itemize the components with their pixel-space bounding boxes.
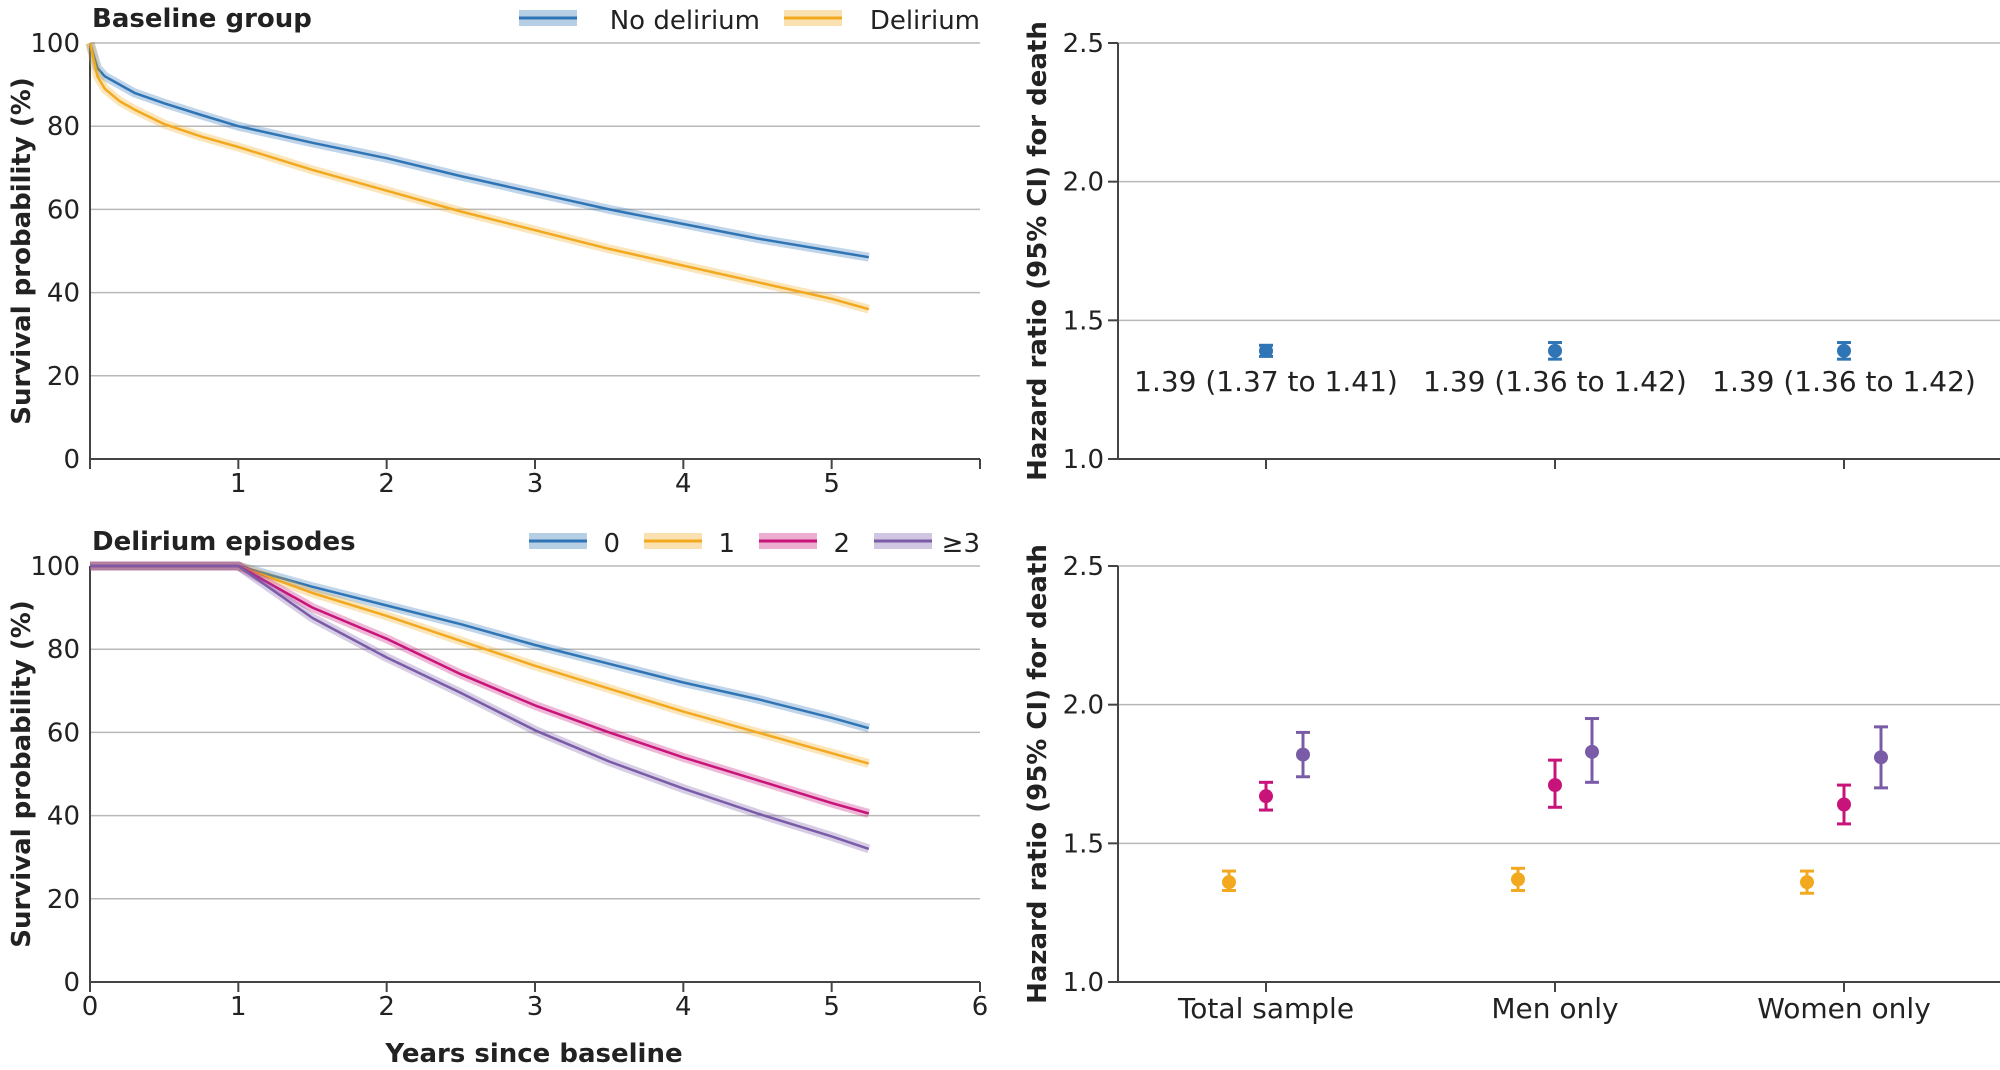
point-estimate [1511, 872, 1525, 887]
category-label: Women only [1757, 992, 1931, 1025]
category-label: Men only [1491, 992, 1618, 1025]
y-tick-label: 1.5 [1063, 829, 1104, 859]
series-line-Delirium [88, 42, 870, 311]
point-estimate [1837, 797, 1851, 812]
y-tick-label: 2.0 [1063, 691, 1104, 721]
x-tick-label: 1 [230, 992, 247, 1022]
series-ci-band-No delirium [85, 41, 870, 262]
hr-baseline-panel: 1.0 1.5 2.0 2.5 Hazard ratio (95% CI) for de… [1023, 21, 2000, 481]
y-tick-label: 80 [47, 635, 80, 665]
point-estimate [1800, 875, 1814, 890]
series-line-≥3 [90, 564, 870, 851]
y-tick-label: 40 [47, 279, 80, 309]
x-tick-label: 0 [82, 992, 99, 1022]
hr-value-label: 1.39 (1.36 to 1.42) [1423, 365, 1687, 398]
series-line-2 [90, 564, 870, 815]
y-axis-label: Hazard ratio (95% CI) for death [1023, 544, 1053, 1004]
y-axis-label: Survival probability (%) [7, 77, 37, 424]
category-label: Total sample [1177, 992, 1354, 1025]
point-estimate [1259, 343, 1273, 358]
series-line-No delirium [88, 42, 870, 259]
series-ci-band-2 [90, 561, 871, 818]
x-tick-label: 1 [230, 469, 247, 499]
km-baseline-panel: 0 20 40 60 80 100 1 2 3 4 5 Survival probability (%… [7, 4, 981, 499]
point-estimate [1585, 744, 1599, 759]
y-axis-label: Survival probability (%) [7, 600, 37, 947]
x-tick-label: 5 [823, 992, 840, 1022]
x-tick-label: 6 [972, 992, 989, 1022]
x-tick-label: 3 [527, 992, 544, 1022]
x-tick-label: 3 [527, 469, 544, 499]
legend-label: 0 [603, 529, 620, 559]
y-tick-label: 20 [47, 362, 80, 392]
y-tick-label: 0 [63, 445, 80, 475]
y-tick-label: 2.0 [1063, 168, 1104, 198]
y-tick-label: 1.0 [1063, 968, 1104, 998]
y-tick-label: 1.5 [1063, 306, 1104, 336]
y-tick-label: 60 [47, 718, 80, 748]
x-tick-label: 2 [378, 469, 395, 499]
point-estimate [1259, 789, 1273, 804]
hr-value-label: 1.39 (1.37 to 1.41) [1134, 365, 1398, 398]
point-estimate [1296, 747, 1310, 762]
y-tick-label: 60 [47, 195, 80, 225]
hr-episodes-panel: 1.0 1.5 2.0 2.5 Hazard ratio (95% CI) for de… [1023, 544, 2000, 1025]
panel-title: Baseline group [92, 4, 312, 34]
point-estimate [1222, 875, 1236, 890]
legend-label: Delirium [870, 6, 980, 36]
y-tick-label: 20 [47, 885, 80, 915]
point-estimate [1874, 750, 1888, 765]
legend-label: 2 [833, 529, 850, 559]
y-tick-label: 0 [63, 968, 80, 998]
series-ci-band-≥3 [90, 561, 871, 854]
series-line-1 [90, 564, 870, 765]
series-ci-band-1 [90, 561, 871, 768]
point-estimate [1548, 343, 1562, 358]
panel-title: Delirium episodes [92, 527, 356, 557]
y-tick-label: 40 [47, 802, 80, 832]
legend-label: No delirium [610, 6, 760, 36]
y-tick-label: 2.5 [1063, 29, 1104, 59]
x-tick-label: 4 [675, 992, 692, 1022]
series-line-0 [90, 564, 870, 730]
legend-label: ≥3 [942, 529, 980, 559]
y-axis-label: Hazard ratio (95% CI) for death [1023, 21, 1053, 481]
y-tick-label: 1.0 [1063, 445, 1104, 475]
point-estimate [1548, 778, 1562, 793]
y-tick-label: 80 [47, 112, 80, 142]
hr-value-label: 1.39 (1.36 to 1.42) [1712, 365, 1976, 398]
x-tick-label: 2 [378, 992, 395, 1022]
x-tick-label: 5 [823, 469, 840, 499]
x-tick-label: 4 [675, 469, 692, 499]
legend-label: 1 [718, 529, 735, 559]
point-estimate [1837, 343, 1851, 358]
y-tick-label: 100 [30, 29, 80, 59]
x-axis-label: Years since baseline [384, 1039, 682, 1069]
y-tick-label: 2.5 [1063, 552, 1104, 582]
y-tick-label: 100 [30, 552, 80, 582]
